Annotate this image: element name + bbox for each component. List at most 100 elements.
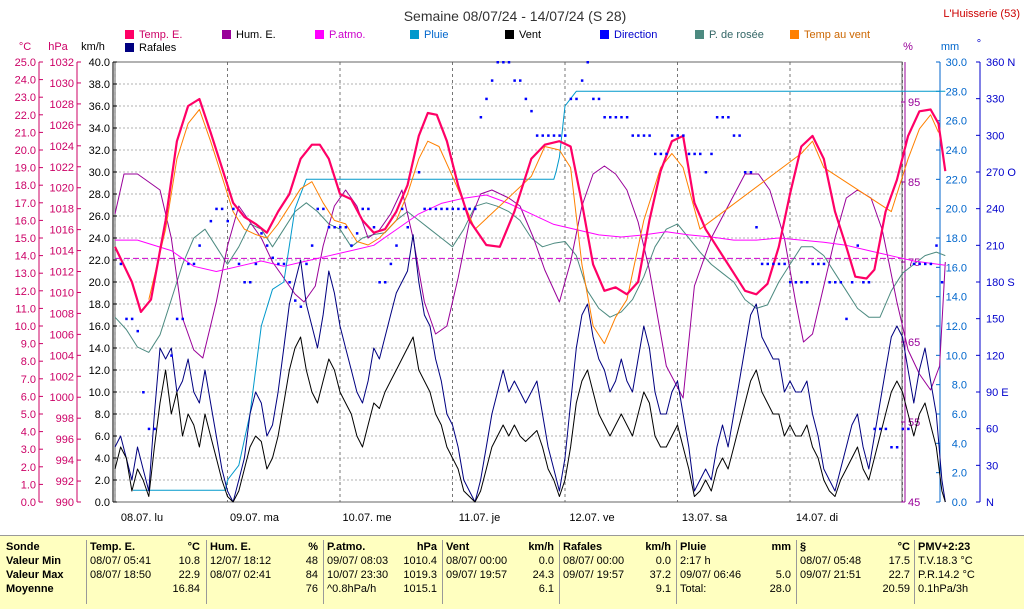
stats-cell-row: 16.84 (90, 582, 202, 596)
stats-table: Sonde Valeur Min Valeur Max Moyenne Temp… (0, 535, 1024, 609)
series-line-temp-e- (114, 97, 947, 313)
stats-cell-label: 12/07/ 18:12 (210, 555, 272, 567)
direction-point (828, 281, 831, 284)
direction-point (879, 427, 882, 431)
l-temp-label: 21.0 (15, 127, 36, 139)
direction-point (597, 97, 601, 101)
direction-point (490, 79, 494, 82)
stats-cell-row: 08/07/ 05:41 10.8 (90, 554, 202, 568)
stats-cell-row: 09/07/ 19:57 24.3 (446, 568, 556, 582)
legend-swatch-8 (125, 43, 134, 52)
r-dir-label: 60 (986, 424, 998, 436)
l-temp-label: 15.0 (15, 233, 36, 245)
r-rain-label: 0.0 (952, 497, 967, 509)
stats-cell-row: 08/07/ 02:41 84 (210, 568, 320, 582)
direction-point (153, 427, 156, 431)
stats-separator (914, 540, 915, 604)
direction-point (541, 134, 544, 137)
direction-point (800, 281, 803, 284)
stats-cell-label: 09/07/ 08:03 (327, 555, 389, 567)
l-temp-label: 5.0 (21, 409, 36, 421)
direction-point (220, 207, 224, 211)
legend: Temp. E. Hum. E. P.atmo. Pluie Vent Direction… (125, 29, 870, 54)
direction-point (777, 262, 781, 266)
stats-cell-label: 09/07/ 21:51 (800, 569, 862, 581)
direction-point (929, 262, 933, 266)
l-press-label: 1004 (50, 350, 74, 362)
l-temp-label: 12.0 (15, 286, 36, 298)
direction-point (417, 171, 421, 174)
stats-col-title-text: P.atmo. (327, 541, 366, 553)
l-wind-label: 4.0 (95, 453, 110, 465)
row-labels-header: Sonde (6, 541, 40, 553)
direction-point (440, 207, 443, 211)
direction-point (766, 262, 769, 266)
l-temp-label: 14.0 (15, 251, 36, 263)
stats-separator (796, 540, 797, 604)
direction-point (845, 317, 848, 321)
r-rain-label: 12.0 (946, 321, 967, 333)
l-press-label: 1020 (50, 183, 74, 195)
stats-col-unit: km/h (528, 541, 554, 553)
direction-point (474, 207, 477, 211)
direction-point (175, 317, 179, 321)
l-temp-label: 4.0 (21, 427, 36, 439)
direction-point (395, 244, 398, 247)
stats-cell-row: 10/07/ 23:30 1019.3 (327, 568, 439, 582)
stats-cell-label: T.V.18.3 °C (918, 555, 973, 567)
direction-point (839, 281, 843, 284)
legend-label-1: Hum. E. (236, 29, 276, 41)
l-wind-label: 38.0 (89, 79, 110, 91)
stats-col-5: Pluie mm 2:17 h 09/07/ 06:46 5.0 Total: 28.0 (680, 540, 793, 606)
stats-cell-row: 6.1 (446, 582, 556, 596)
r-rain-label: 10.0 (946, 350, 967, 362)
direction-point (940, 281, 944, 284)
direction-point (192, 262, 196, 266)
stats-col-0: Temp. E. °C 08/07/ 05:41 10.8 08/07/ 18:50 22… (90, 540, 202, 606)
direction-point (693, 152, 696, 156)
direction-point (699, 152, 702, 156)
stats-col-title-text: Hum. E. (210, 541, 251, 553)
legend-label-0: Temp. E. (139, 29, 182, 41)
l-wind-label: 18.0 (89, 299, 110, 311)
x-tick-label: 13.07. sa (682, 512, 728, 524)
direction-point (552, 134, 556, 137)
legend-label-4: Vent (519, 29, 541, 41)
legend-label-3: Pluie (424, 29, 448, 41)
direction-point (147, 427, 151, 431)
direction-point (502, 61, 505, 64)
direction-point (867, 281, 871, 284)
r-hum-label: 45 (908, 497, 920, 509)
direction-point (817, 262, 820, 266)
l-temp-label: 24.0 (15, 75, 36, 87)
stats-col-title: P.atmo. hPa (327, 540, 439, 554)
direction-point (260, 232, 263, 235)
stats-separator (442, 540, 443, 604)
legend-label-8: Rafales (139, 42, 177, 54)
stats-cell-value: 5.0 (775, 569, 791, 581)
l-press-label: 998 (56, 413, 74, 425)
unit-press: hPa (48, 41, 68, 53)
direction-point (310, 244, 314, 247)
direction-point (895, 446, 899, 449)
r-hum-label: 85 (908, 177, 920, 189)
direction-point (665, 152, 668, 156)
r-rain-label: 28.0 (946, 86, 967, 98)
direction-point (744, 171, 747, 174)
l-wind-label: 14.0 (89, 343, 110, 355)
stats-cell-value: 0.0 (538, 555, 554, 567)
l-press-label: 1016 (50, 225, 74, 237)
r-dir-label: 120 (986, 350, 1004, 362)
right-axes: 4555657585950.02.04.06.08.010.012.014.01… (901, 57, 1016, 509)
l-wind-label: 30.0 (89, 167, 110, 179)
l-wind-label: 2.0 (95, 475, 110, 487)
direction-point (637, 134, 640, 137)
r-dir-label: 180 S (986, 277, 1015, 289)
left-axes: 0.0 1.0 2.0 3.0 4.0 5.0 6.0 7.0 8.0 9.0 10.0 11.0 12… (15, 57, 117, 509)
direction-point (614, 116, 618, 119)
direction-point (558, 134, 561, 137)
r-dir-label: 30 (986, 460, 998, 472)
stats-cell-row: ^0.8hPa/h 1015.1 (327, 582, 439, 596)
direction-point (265, 244, 269, 247)
direction-point (592, 97, 595, 101)
